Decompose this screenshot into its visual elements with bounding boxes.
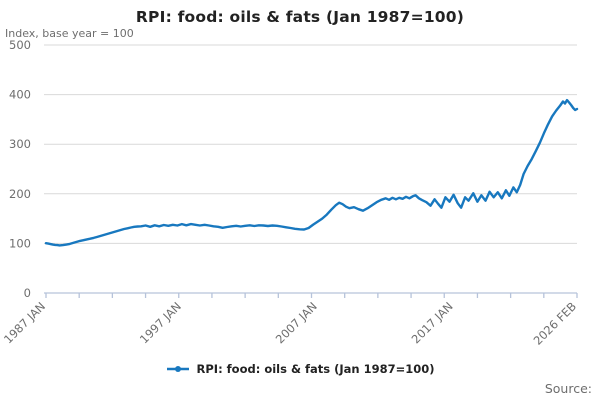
legend-marker-icon xyxy=(166,366,189,372)
series-line xyxy=(44,98,579,247)
x-tick-label: 2017 JAN xyxy=(409,299,456,346)
x-tick-label: 2026 FEB xyxy=(531,299,580,348)
y-tick-label: 500 xyxy=(9,38,31,52)
legend-item[interactable]: RPI: food: oils & fats (Jan 1987=100) xyxy=(166,362,435,376)
x-tick-label: 2007 JAN xyxy=(273,299,320,346)
y-tick-label: 400 xyxy=(9,88,31,102)
legend-label: RPI: food: oils & fats (Jan 1987=100) xyxy=(196,362,435,376)
y-tick-label: 100 xyxy=(9,236,31,250)
chart-title: RPI: food: oils & fats (Jan 1987=100) xyxy=(135,8,465,26)
chart-subtitle: Index, base year = 100 xyxy=(5,27,134,40)
source-label: Source: xyxy=(544,381,592,396)
x-tick-label: 1997 JAN xyxy=(137,299,184,346)
y-tick-label: 200 xyxy=(9,187,31,201)
legend: RPI: food: oils & fats (Jan 1987=100) xyxy=(0,362,600,376)
x-tick-label: 1987 JAN xyxy=(1,299,48,346)
y-tick-label: 300 xyxy=(9,137,31,151)
y-tick-label: 0 xyxy=(24,286,31,300)
